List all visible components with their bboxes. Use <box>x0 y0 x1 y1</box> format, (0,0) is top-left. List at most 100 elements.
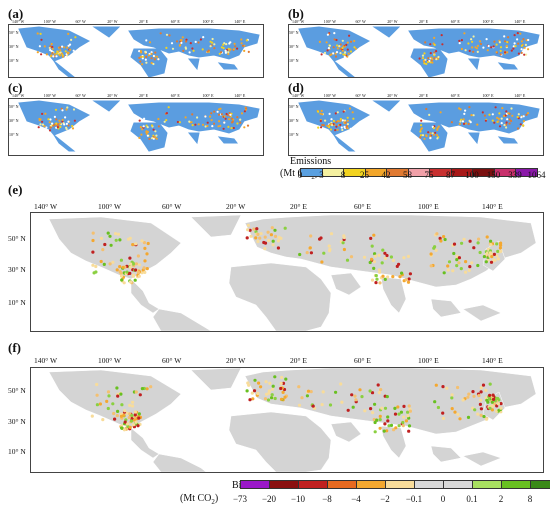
emission-b-dot <box>341 46 344 50</box>
bias-e-dot <box>391 258 395 263</box>
bias-f-dot <box>404 419 408 423</box>
emission-a-dot <box>229 41 232 44</box>
bias-f-dot <box>368 389 372 393</box>
bias-f-dot <box>115 386 119 390</box>
bias-e-dot <box>119 271 123 275</box>
bias-f-dot <box>450 393 454 397</box>
bias-f-dot <box>140 387 144 391</box>
bias-e-dot <box>137 271 141 275</box>
emissions-tick-8: 100 <box>465 170 479 180</box>
bias-e-dot <box>406 280 411 284</box>
bias-f-dot <box>271 384 275 388</box>
bias-f-dot <box>394 426 398 430</box>
bias-f-dot <box>488 393 492 397</box>
bias-f-dot <box>466 415 471 419</box>
emission-d-dot <box>522 120 525 123</box>
map-c-lat-tick-0: 50° N <box>9 104 19 109</box>
emission-a-dot <box>228 49 231 52</box>
bias-f-dot <box>393 406 397 410</box>
bias-f-dot <box>250 391 254 395</box>
emission-b-dot <box>503 40 507 43</box>
bias-e-dot <box>137 274 141 278</box>
bias-e-dot <box>485 235 489 239</box>
emission-a-dot <box>209 40 212 43</box>
map-f-lon-tick-2: 60° W <box>162 356 182 365</box>
emission-b-dot <box>516 38 519 41</box>
emission-c-dot <box>138 119 141 122</box>
emission-c-dot <box>228 111 231 115</box>
bias-f-dot <box>445 386 449 390</box>
bias-f-dot <box>350 393 354 397</box>
emission-d-dot <box>317 110 320 113</box>
bias-f-dot <box>450 407 454 411</box>
bias-f-dot <box>126 422 130 426</box>
bias-e-dot <box>248 228 252 232</box>
emission-c-dot <box>206 124 209 128</box>
emission-d-dot <box>423 137 426 140</box>
map-c-lon-tick-2: 60° W <box>75 93 86 98</box>
emission-b-dot <box>333 38 336 41</box>
emission-b-dot <box>472 35 475 38</box>
bias-f-dot <box>407 404 411 408</box>
emission-d-dot <box>419 130 422 133</box>
bias-e-dot <box>136 254 140 258</box>
bias-e-dot <box>377 268 381 272</box>
emission-a-dot <box>36 32 39 35</box>
bias-f-dot <box>458 417 462 421</box>
emission-a-dot <box>181 36 184 39</box>
bias-e-dot <box>460 241 464 245</box>
emission-c-dot <box>165 112 168 115</box>
map-d-lon-tick-4: 20° E <box>419 93 429 98</box>
emission-a-dot <box>241 44 244 47</box>
emission-a-dot <box>189 42 192 45</box>
emission-a-dot <box>188 51 191 54</box>
emission-c-dot <box>246 124 250 127</box>
bias-e-dot <box>320 260 324 264</box>
emissions-tick-11: 1064 <box>527 170 546 180</box>
bias-f-dot <box>387 424 391 428</box>
emission-c-dot <box>154 130 157 133</box>
emission-b-dot <box>487 44 490 48</box>
emission-d-dot <box>346 123 349 126</box>
bias-segment-5 <box>385 480 415 489</box>
emission-b-dot <box>430 56 433 59</box>
bias-e-dot <box>373 254 377 258</box>
emission-d-dot <box>462 122 466 125</box>
map-f-svg <box>48 368 537 472</box>
map-e-svg <box>48 214 537 331</box>
emission-a-dot <box>55 52 58 55</box>
emission-a-dot <box>211 41 214 44</box>
bias-e-dot <box>476 241 480 245</box>
bias-e-dot <box>380 261 384 265</box>
bias-e-dot <box>443 237 447 242</box>
emission-a-dot <box>220 46 223 49</box>
map-b-lon-tick-4: 20° E <box>419 19 429 24</box>
emission-d-dot <box>462 118 465 121</box>
emission-a-dot <box>144 58 147 61</box>
emission-d-dot <box>336 128 339 131</box>
emission-c-dot <box>240 112 244 115</box>
bias-segment-9 <box>501 480 531 489</box>
emission-a-dot <box>152 62 155 66</box>
bias-f-dot <box>441 411 445 415</box>
emission-b-dot <box>429 43 432 46</box>
bias-e-dot <box>370 244 374 248</box>
emission-c-dot <box>191 124 194 127</box>
emission-d-dot <box>498 125 502 128</box>
bias-f-dot <box>270 396 274 400</box>
bias-unit-text: (Mt CO <box>180 493 212 504</box>
bias-e-dot <box>121 265 125 269</box>
emissions-colorbar-title: Emissions <box>290 156 331 167</box>
bias-f-dot <box>351 405 355 409</box>
bias-tick-3: −8 <box>322 494 332 504</box>
bias-e-dot <box>114 238 118 242</box>
bias-e-dot <box>276 246 280 250</box>
emission-d-dot <box>432 127 435 130</box>
bias-f-dot <box>270 393 274 397</box>
bias-f-dot <box>281 390 285 394</box>
bias-e-dot <box>109 243 113 247</box>
bias-e-dot <box>263 241 268 245</box>
map-panel-a <box>8 24 264 78</box>
bias-e-dot <box>283 226 287 230</box>
bias-tick-8: 0.1 <box>466 494 478 504</box>
